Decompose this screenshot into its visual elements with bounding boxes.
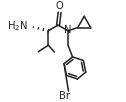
Text: Br: Br: [59, 91, 70, 101]
Text: N: N: [64, 25, 72, 35]
Text: H$_2$N: H$_2$N: [7, 19, 27, 33]
Text: O: O: [56, 1, 64, 11]
